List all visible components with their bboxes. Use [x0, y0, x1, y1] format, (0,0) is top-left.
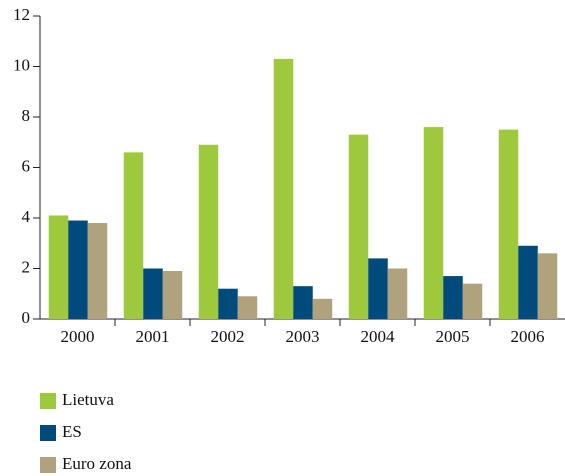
bar [123, 152, 144, 319]
bar [237, 296, 258, 319]
bar [68, 220, 88, 319]
y-tick-label: 6 [22, 156, 31, 175]
x-tick-label: 2002 [211, 327, 245, 346]
bar [498, 129, 519, 319]
x-tick-label: 2005 [436, 327, 470, 346]
legend-swatch [40, 425, 56, 441]
bar [293, 286, 313, 319]
x-tick-label: 2003 [286, 327, 320, 346]
bar [198, 144, 219, 319]
x-tick-label: 2001 [136, 327, 170, 346]
y-tick-label: 12 [13, 5, 30, 24]
bar [143, 268, 163, 319]
legend-label: Euro zona [62, 454, 132, 473]
bar [162, 271, 183, 319]
y-tick-label: 8 [22, 106, 31, 125]
bar [462, 283, 483, 319]
x-tick-label: 2004 [361, 327, 396, 346]
bar [348, 134, 369, 319]
bar [518, 245, 538, 319]
bar [87, 223, 108, 319]
legend-swatch [40, 393, 56, 409]
bar [48, 215, 69, 319]
bar [537, 253, 558, 319]
bar [387, 268, 408, 319]
legend-swatch [40, 457, 56, 473]
bar [312, 298, 333, 319]
bar [273, 58, 294, 320]
y-tick-label: 4 [22, 207, 31, 226]
y-tick-label: 2 [22, 257, 31, 276]
x-tick-label: 2000 [61, 327, 95, 346]
legend-label: ES [62, 422, 82, 441]
y-tick-label: 10 [13, 55, 30, 74]
x-tick-label: 2006 [511, 327, 545, 346]
legend-label: Lietuva [62, 390, 114, 409]
bar [218, 288, 238, 319]
y-tick-label: 0 [22, 308, 31, 327]
bar [443, 276, 463, 319]
bar [368, 258, 388, 319]
bar [423, 127, 444, 319]
